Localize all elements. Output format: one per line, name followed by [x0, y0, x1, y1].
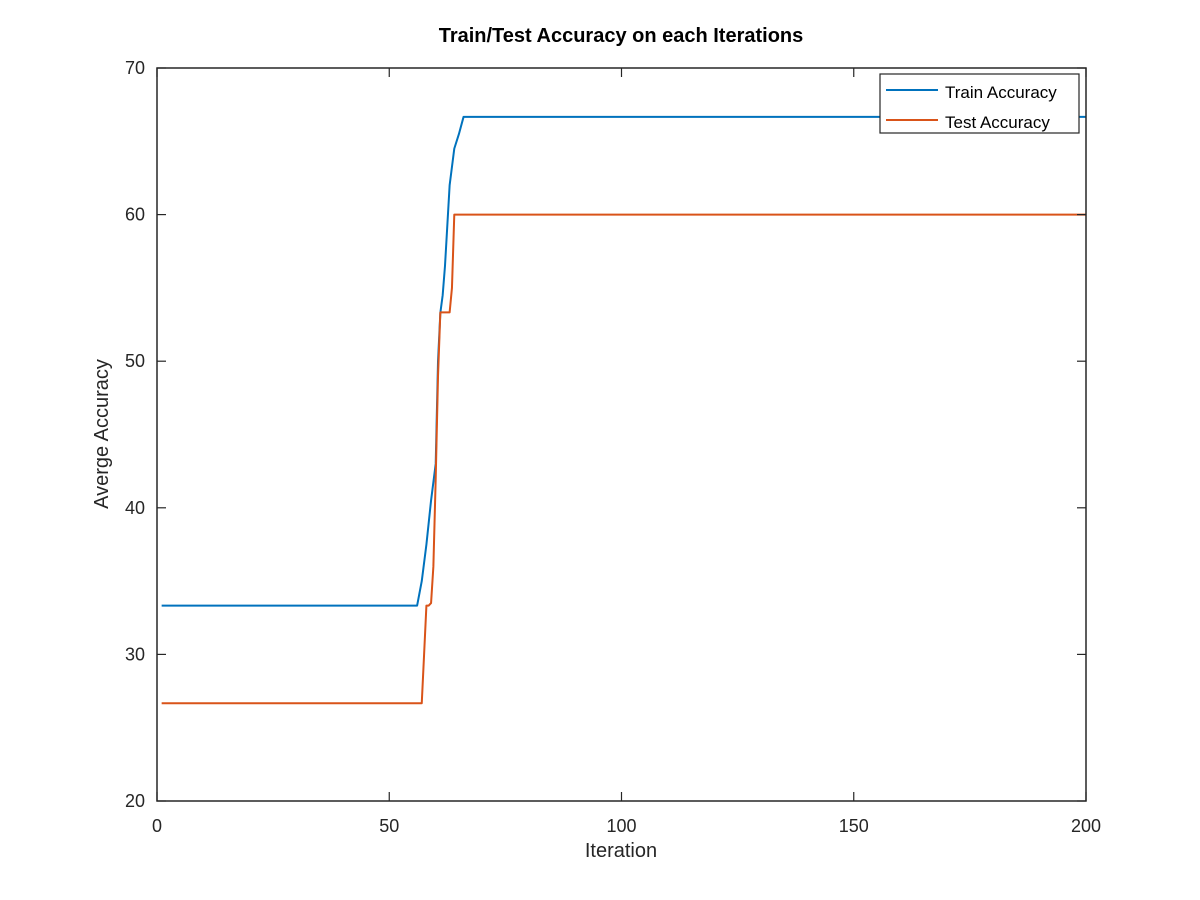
chart-title: Train/Test Accuracy on each Iterations: [439, 25, 804, 47]
y-tick-label: 20: [125, 791, 145, 811]
x-tick-label: 200: [1071, 816, 1101, 836]
legend: Train Accuracy Test Accuracy: [879, 73, 1080, 134]
x-tick-label: 0: [152, 816, 162, 836]
x-tick-label: 50: [379, 816, 399, 836]
y-tick-label: 30: [125, 644, 145, 664]
legend-label-test: Test Accuracy: [945, 113, 1050, 132]
y-tick-label: 70: [125, 58, 145, 78]
y-tick-label: 50: [125, 351, 145, 371]
series-layer: [161, 115, 1086, 705]
y-tick-label: 60: [125, 205, 145, 225]
y-axis-label: Averge Accuracy: [91, 359, 113, 509]
axes-box: [156, 67, 1087, 802]
legend-box: [879, 73, 1080, 134]
y-tick-label: 40: [125, 498, 145, 518]
series-line-test: [161, 213, 1086, 705]
legend-label-train: Train Accuracy: [945, 83, 1057, 102]
x-tick-label: 100: [606, 816, 636, 836]
x-tick-label: 150: [839, 816, 869, 836]
x-axis-label: Iteration: [585, 840, 657, 862]
plot-area: [157, 68, 1086, 801]
